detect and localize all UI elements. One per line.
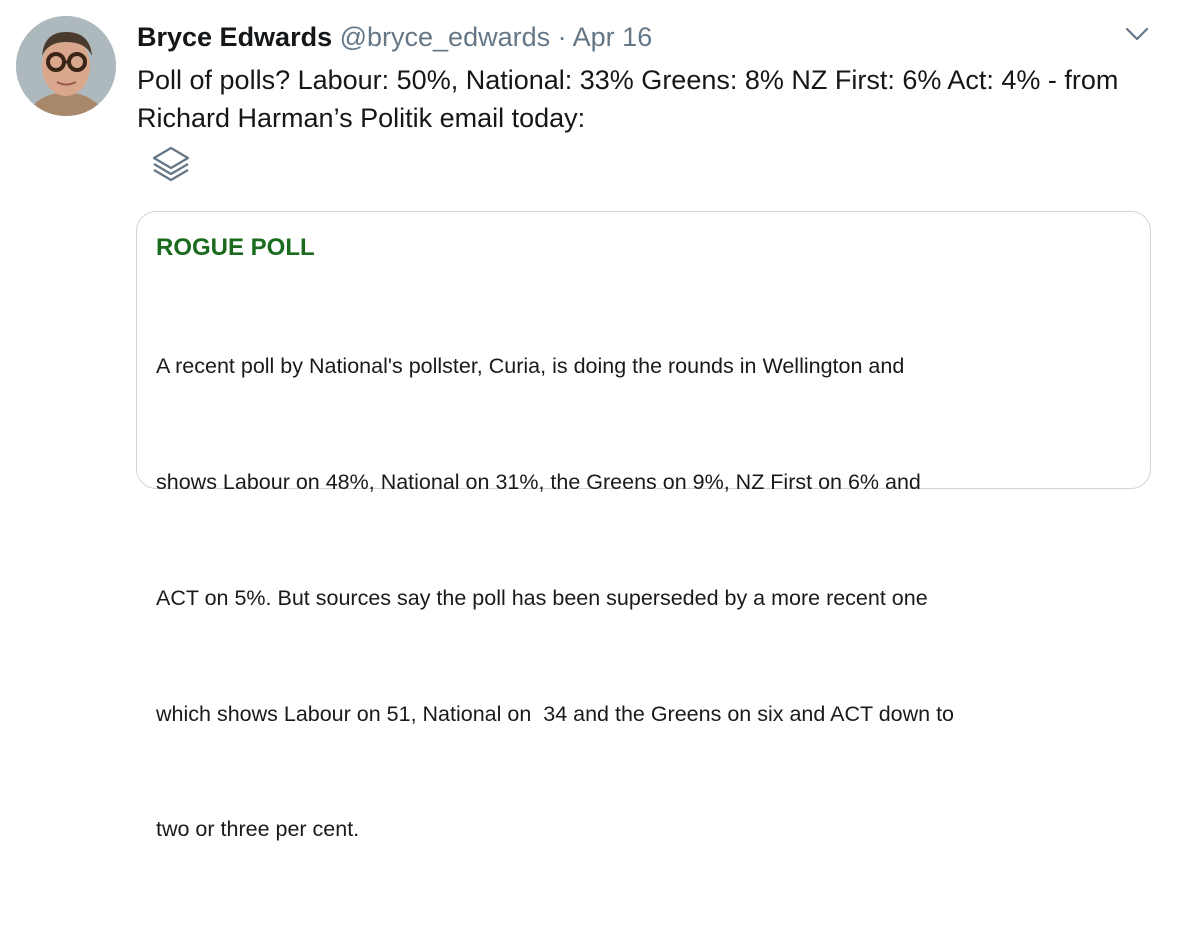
card-body: A recent poll by National's pollster, Cu… [156,270,954,926]
card-line: shows Labour on 48%, National on 31%, th… [156,469,921,494]
layers-icon[interactable] [150,145,192,187]
card-line: which shows Labour on 51, National on 34… [156,701,954,726]
avatar-photo [16,16,116,116]
card-title: ROGUE POLL [156,234,315,261]
separator: · [557,22,567,52]
avatar[interactable] [16,16,116,116]
card-line: ACT on 5%. But sources say the poll has … [156,585,928,610]
tweet-header: Bryce Edwards @bryce_edwards · Apr 16 [137,19,652,55]
author-handle[interactable]: @bryce_edwards [339,22,551,52]
tweet-text: Poll of polls? Labour: 50%, National: 33… [137,65,1119,133]
quoted-image-card[interactable]: ROGUE POLL A recent poll by National's p… [136,211,1151,841]
author-name[interactable]: Bryce Edwards [137,22,333,52]
chevron-down-icon[interactable] [1124,24,1150,44]
card-line: A recent poll by National's pollster, Cu… [156,354,905,379]
tweet-date[interactable]: Apr 16 [572,22,653,52]
card-line: two or three per cent. [156,817,360,842]
